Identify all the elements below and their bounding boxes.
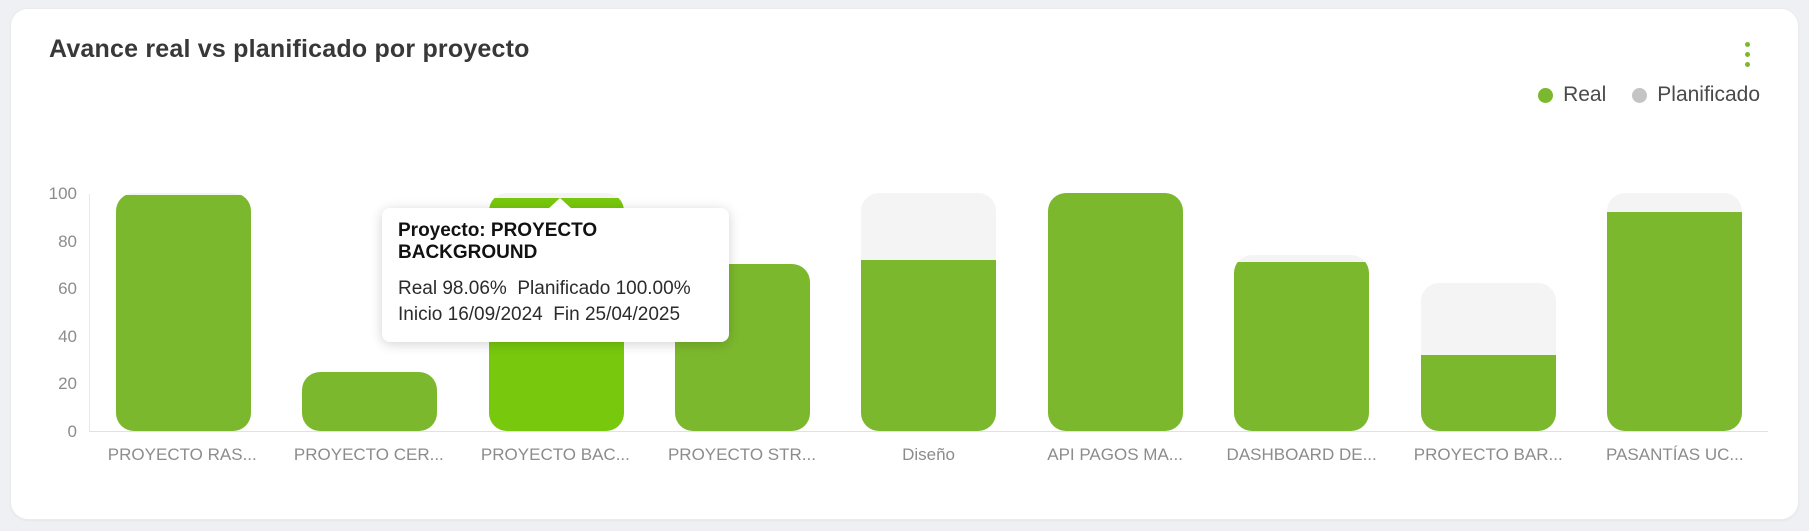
bar-real-segment bbox=[861, 259, 997, 431]
x-axis-label: PROYECTO STR... bbox=[667, 445, 816, 464]
chart-card: Avance real vs planificado por proyecto … bbox=[10, 8, 1799, 520]
bar-slot bbox=[276, 194, 462, 431]
x-axis-label: PROYECTO CER... bbox=[293, 445, 444, 464]
y-axis-tick-label: 40 bbox=[58, 326, 77, 346]
bar-real-segment bbox=[115, 195, 251, 431]
bar-real-segment bbox=[1234, 262, 1370, 431]
chart-area: 0 20 40 60 80 100 Proyecto: PROYECTO BACKGROU… bbox=[11, 185, 1798, 465]
legend-item-real[interactable]: Real bbox=[1538, 83, 1606, 107]
legend-label-planificado: Planificado bbox=[1657, 83, 1760, 106]
legend: Real Planificado bbox=[11, 81, 1798, 109]
bar-slot bbox=[649, 194, 835, 431]
tooltip-values: Real 98.06% Planificado 100.00% bbox=[398, 278, 691, 299]
bar-PROYECTO CER...[interactable] bbox=[302, 371, 438, 431]
plot-column: Proyecto: PROYECTO BACKGROUND Real 98.06… bbox=[89, 193, 1768, 465]
card-header: Avance real vs planificado por proyecto bbox=[11, 35, 1798, 67]
bar-DASHBOARD DE...[interactable] bbox=[1234, 254, 1370, 431]
x-axis-label: DASHBOARD DE... bbox=[1226, 445, 1377, 464]
bar-real-segment bbox=[1047, 193, 1183, 431]
bar-slot bbox=[1209, 194, 1395, 431]
bar-PROYECTO RAS...[interactable] bbox=[115, 193, 251, 431]
bar-PASANTÍAS UC...[interactable] bbox=[1607, 193, 1743, 431]
bar-PROYECTO STR...[interactable] bbox=[675, 264, 811, 431]
y-axis-tick-label: 100 bbox=[48, 184, 77, 203]
chart-title: Avance real vs planificado por proyecto bbox=[49, 35, 530, 63]
tooltip-title: Proyecto: PROYECTO BACKGROUND bbox=[398, 220, 603, 263]
bar-PROYECTO BAR...[interactable] bbox=[1420, 283, 1556, 431]
bar-slot bbox=[90, 193, 276, 431]
x-axis-label: PROYECTO BAC... bbox=[480, 445, 630, 464]
bar-real-segment bbox=[302, 371, 438, 431]
tooltip: Proyecto: PROYECTO BACKGROUND Real 98.06… bbox=[382, 198, 729, 342]
bar-Diseño[interactable] bbox=[861, 193, 997, 431]
x-axis-label: PROYECTO BAR... bbox=[1413, 445, 1563, 464]
y-axis: 0 20 40 60 80 100 bbox=[39, 185, 89, 441]
legend-label-real: Real bbox=[1563, 83, 1607, 106]
x-axis-label: PROYECTO RAS... bbox=[107, 445, 257, 464]
kebab-menu-icon[interactable] bbox=[1736, 37, 1758, 71]
kebab-dot bbox=[1744, 41, 1750, 47]
legend-item-planificado[interactable]: Planificado bbox=[1632, 83, 1760, 107]
bar-real-segment bbox=[1420, 354, 1556, 431]
bars-area: Proyecto: PROYECTO BACKGROUND Real 98.06… bbox=[89, 193, 1768, 432]
x-axis-labels: PROYECTO RAS... PROYECTO CER... PROYECTO B… bbox=[89, 445, 1768, 465]
y-axis-tick-label: 80 bbox=[58, 231, 77, 251]
kebab-dot bbox=[1744, 61, 1750, 67]
bar-slot bbox=[836, 193, 1022, 431]
tooltip-dates: Inicio 16/09/2024 Fin 25/04/2025 bbox=[398, 304, 681, 325]
bar-slot bbox=[1022, 193, 1208, 431]
x-axis-label: Diseño bbox=[902, 445, 955, 464]
legend-dot-real-icon bbox=[1538, 87, 1554, 103]
bar-slot bbox=[1395, 194, 1581, 431]
y-axis-tick-label: 0 bbox=[67, 422, 77, 441]
bar-real-segment bbox=[1607, 212, 1743, 431]
bar-API PAGOS MA...[interactable] bbox=[1047, 193, 1183, 431]
x-axis-label: PASANTÍAS UC... bbox=[1605, 445, 1744, 464]
bar-slot bbox=[1582, 193, 1768, 431]
x-axis-label: API PAGOS MA... bbox=[1047, 445, 1183, 464]
y-axis-tick-label: 60 bbox=[58, 279, 77, 299]
kebab-dot bbox=[1744, 51, 1750, 57]
legend-dot-planificado-icon bbox=[1632, 87, 1648, 103]
y-axis-tick-label: 20 bbox=[58, 374, 77, 394]
